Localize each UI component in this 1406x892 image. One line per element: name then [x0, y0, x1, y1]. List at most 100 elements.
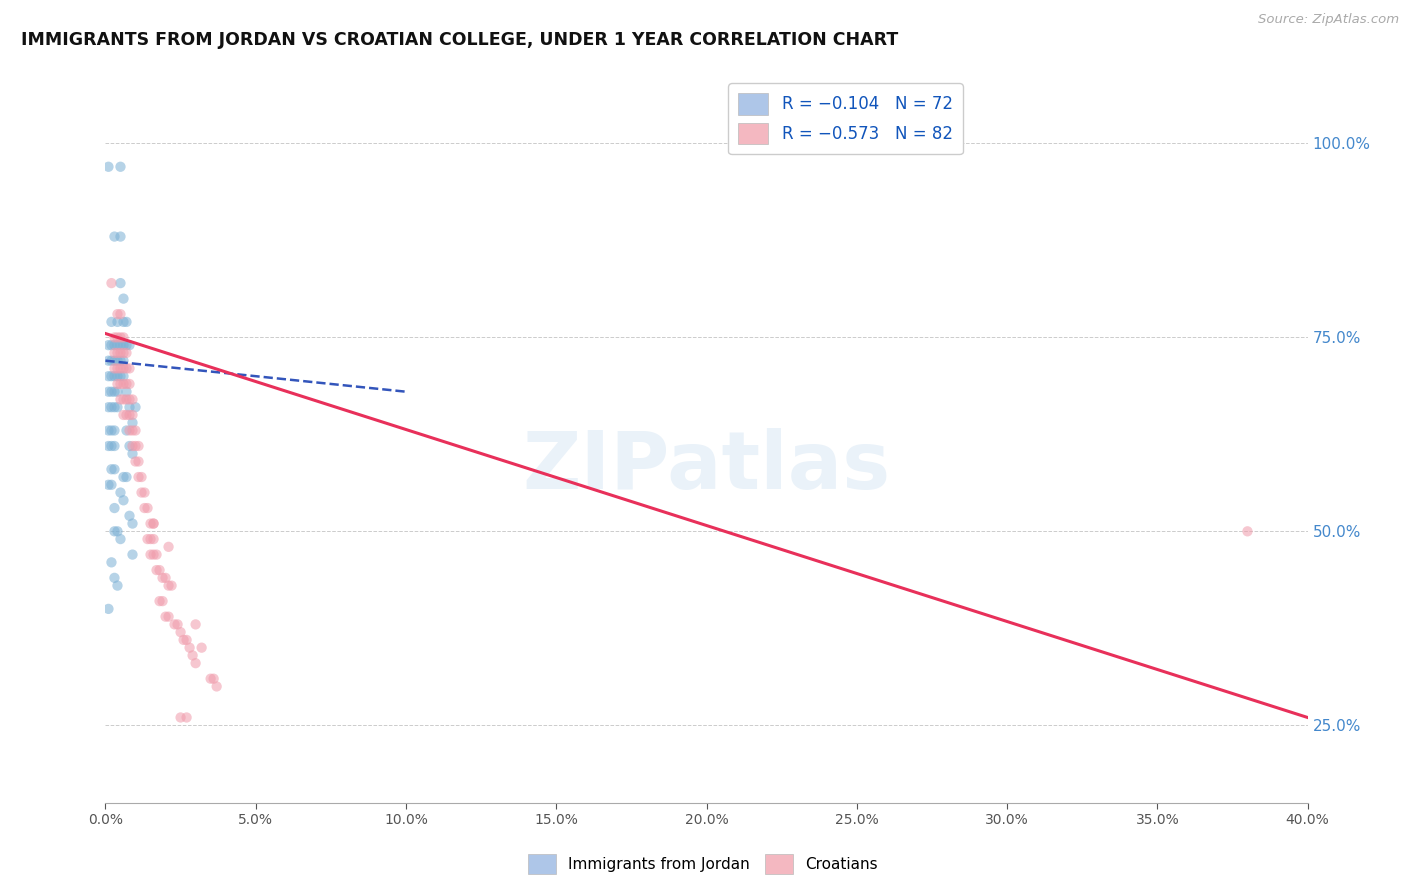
Point — [112, 346, 135, 360]
Point — [112, 408, 135, 422]
Point — [157, 609, 180, 624]
Point — [115, 424, 138, 438]
Point — [145, 563, 167, 577]
Point — [103, 571, 125, 585]
Point — [176, 710, 198, 724]
Point — [118, 424, 141, 438]
Point — [142, 548, 165, 562]
Point — [107, 401, 129, 415]
Point — [124, 424, 146, 438]
Point — [131, 470, 153, 484]
Point — [107, 353, 129, 368]
Point — [205, 680, 228, 694]
Point — [136, 501, 159, 516]
Point — [118, 408, 141, 422]
Point — [131, 485, 153, 500]
Point — [110, 229, 132, 244]
Point — [121, 416, 143, 430]
Point — [97, 401, 120, 415]
Point — [176, 632, 198, 647]
Point — [97, 369, 120, 384]
Point — [107, 579, 129, 593]
Point — [139, 516, 162, 531]
Point — [100, 439, 122, 453]
Point — [107, 361, 129, 376]
Point — [142, 516, 165, 531]
Point — [100, 384, 122, 399]
Point — [169, 710, 191, 724]
Point — [115, 470, 138, 484]
Point — [97, 338, 120, 352]
Point — [112, 361, 135, 376]
Point — [121, 439, 143, 453]
Point — [134, 485, 156, 500]
Point — [107, 330, 129, 344]
Point — [103, 338, 125, 352]
Point — [110, 369, 132, 384]
Point — [115, 376, 138, 391]
Point — [97, 424, 120, 438]
Legend: Immigrants from Jordan, Croatians: Immigrants from Jordan, Croatians — [523, 848, 883, 880]
Point — [112, 369, 135, 384]
Point — [115, 384, 138, 399]
Point — [103, 462, 125, 476]
Point — [179, 640, 201, 655]
Point — [97, 477, 120, 491]
Point — [118, 439, 141, 453]
Point — [110, 346, 132, 360]
Point — [112, 376, 135, 391]
Point — [121, 548, 143, 562]
Point — [121, 516, 143, 531]
Point — [103, 401, 125, 415]
Point — [97, 353, 120, 368]
Point — [115, 408, 138, 422]
Point — [115, 392, 138, 407]
Point — [115, 346, 138, 360]
Point — [118, 338, 141, 352]
Point — [103, 369, 125, 384]
Point — [110, 485, 132, 500]
Point — [110, 160, 132, 174]
Text: IMMIGRANTS FROM JORDAN VS CROATIAN COLLEGE, UNDER 1 YEAR CORRELATION CHART: IMMIGRANTS FROM JORDAN VS CROATIAN COLLE… — [21, 31, 898, 49]
Point — [112, 493, 135, 508]
Point — [124, 454, 146, 468]
Point — [107, 346, 129, 360]
Point — [118, 508, 141, 523]
Point — [103, 353, 125, 368]
Point — [112, 353, 135, 368]
Point — [184, 617, 207, 632]
Point — [97, 439, 120, 453]
Point — [100, 477, 122, 491]
Point — [181, 648, 204, 663]
Point — [118, 376, 141, 391]
Point — [136, 532, 159, 546]
Point — [200, 672, 222, 686]
Point — [103, 501, 125, 516]
Point — [110, 361, 132, 376]
Point — [115, 338, 138, 352]
Point — [103, 229, 125, 244]
Point — [1236, 524, 1258, 539]
Point — [100, 555, 122, 569]
Point — [112, 330, 135, 344]
Point — [110, 276, 132, 290]
Point — [157, 540, 180, 554]
Point — [103, 439, 125, 453]
Point — [107, 307, 129, 321]
Point — [142, 516, 165, 531]
Point — [142, 532, 165, 546]
Point — [100, 424, 122, 438]
Point — [103, 524, 125, 539]
Point — [103, 346, 125, 360]
Legend: R = −0.104   N = 72, R = −0.573   N = 82: R = −0.104 N = 72, R = −0.573 N = 82 — [728, 83, 963, 154]
Point — [121, 408, 143, 422]
Text: ZIPatlas: ZIPatlas — [523, 428, 890, 507]
Point — [121, 392, 143, 407]
Text: Source: ZipAtlas.com: Source: ZipAtlas.com — [1258, 13, 1399, 27]
Point — [148, 594, 170, 608]
Point — [128, 439, 150, 453]
Point — [157, 579, 180, 593]
Point — [97, 602, 120, 616]
Point — [124, 439, 146, 453]
Point — [107, 369, 129, 384]
